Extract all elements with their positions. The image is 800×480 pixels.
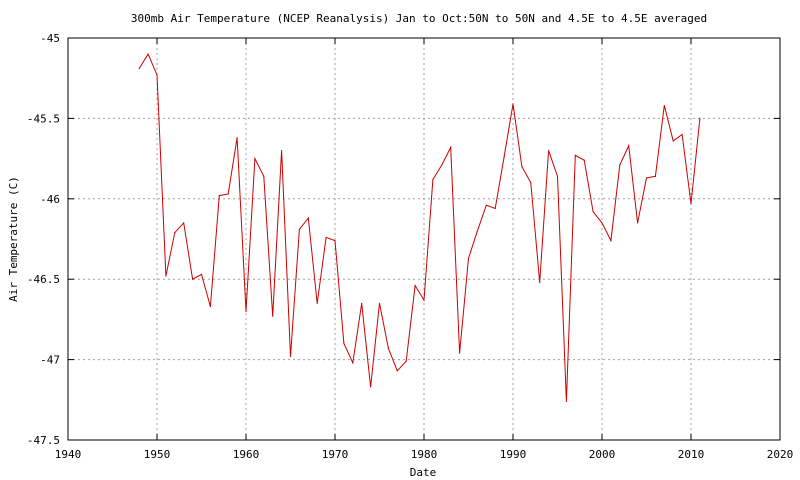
data-point — [628, 145, 630, 147]
data-point — [450, 146, 452, 148]
chart-title: 300mb Air Temperature (NCEP Reanalysis) … — [131, 12, 707, 25]
data-point — [289, 355, 292, 357]
x-tick-label: 1990 — [500, 448, 527, 461]
data-point — [459, 352, 461, 354]
data-point — [441, 164, 443, 166]
data-point — [619, 164, 621, 166]
data-point — [503, 156, 505, 158]
data-point — [378, 302, 381, 304]
x-tick-label: 1950 — [144, 448, 171, 461]
data-point — [565, 400, 568, 403]
data-point — [165, 275, 167, 277]
data-point — [236, 137, 238, 139]
data-point — [138, 67, 140, 70]
data-point — [254, 158, 256, 160]
data-point — [485, 204, 487, 206]
data-point — [343, 342, 345, 345]
y-tick-label: -45 — [40, 32, 60, 45]
data-point — [663, 104, 665, 107]
data-point — [218, 194, 220, 197]
data-point — [370, 386, 372, 388]
data-point — [574, 154, 576, 156]
data-point — [334, 240, 336, 242]
data-point — [476, 230, 478, 232]
data-point — [556, 175, 559, 177]
y-tick-label: -45.5 — [27, 112, 60, 125]
x-tick-label: 1980 — [411, 448, 438, 461]
data-point — [521, 166, 523, 168]
y-tick-label: -46.5 — [27, 273, 60, 286]
y-tick-label: -47.5 — [27, 434, 60, 447]
data-point — [147, 53, 149, 55]
data-point — [352, 362, 354, 364]
data-point — [307, 217, 309, 219]
data-point — [200, 273, 203, 275]
data-point — [405, 360, 407, 362]
data-point — [530, 182, 532, 184]
data-point — [654, 175, 657, 177]
data-point — [539, 281, 541, 284]
data-point — [325, 236, 327, 238]
y-axis-label: Air Temperature (C) — [7, 176, 20, 302]
data-point — [699, 117, 701, 119]
data-point — [432, 178, 434, 181]
data-point — [227, 193, 229, 195]
data-point — [512, 103, 514, 105]
data-point — [601, 222, 603, 224]
data-point — [281, 149, 283, 152]
data-point — [690, 203, 692, 205]
data-point — [610, 240, 612, 242]
data-point — [467, 257, 470, 259]
series-line — [138, 52, 701, 402]
data-point — [645, 177, 648, 179]
data-point — [192, 278, 194, 280]
data-point — [414, 285, 416, 287]
data-point — [183, 222, 185, 224]
data-point — [272, 315, 274, 317]
x-tick-label: 2000 — [589, 448, 616, 461]
data-point — [396, 370, 398, 372]
data-point — [245, 310, 247, 312]
data-point — [174, 231, 176, 234]
data-point — [423, 299, 425, 301]
data-point — [298, 228, 300, 230]
data-point — [583, 159, 585, 161]
y-tick-label: -47 — [40, 354, 60, 367]
grid — [68, 38, 780, 440]
x-tick-label: 2010 — [678, 448, 705, 461]
axis-ticks: 1940 1950 1960 1970 1980 1990 2000 2010 2020 -45 -… — [27, 32, 793, 461]
data-point — [361, 302, 363, 304]
data-point — [592, 211, 594, 213]
y-tick-label: -46 — [40, 193, 60, 206]
data-point — [548, 149, 550, 152]
x-tick-label: 2020 — [767, 448, 794, 461]
data-point — [263, 175, 265, 177]
x-tick-label: 1970 — [322, 448, 349, 461]
data-point — [387, 347, 389, 349]
series-layer — [138, 52, 701, 403]
data-point — [494, 207, 496, 210]
x-tick-label: 1960 — [233, 448, 260, 461]
x-tick-label: 1940 — [55, 448, 82, 461]
data-point — [672, 140, 674, 142]
data-point — [681, 133, 683, 136]
x-axis-label: Date — [410, 466, 437, 479]
data-point — [209, 305, 211, 308]
data-point — [637, 222, 639, 224]
data-point — [316, 302, 318, 304]
data-point — [156, 74, 158, 76]
